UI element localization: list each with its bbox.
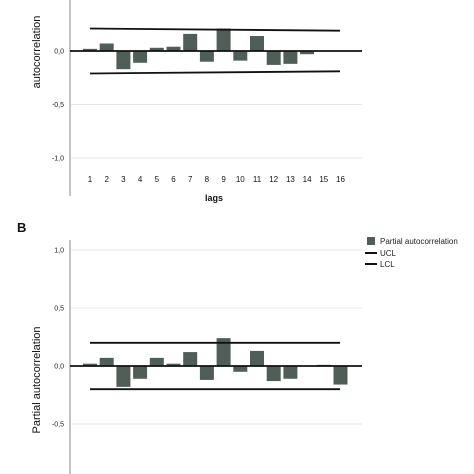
panel-b-bars <box>83 338 348 387</box>
a-bar <box>83 48 97 51</box>
a-xtick-label: 2 <box>104 175 109 184</box>
a-xtick-label: 3 <box>121 175 126 184</box>
b-bar <box>83 363 97 366</box>
b-bar <box>266 366 281 382</box>
a-bar <box>99 43 114 51</box>
a-xtick-label: 4 <box>138 175 143 184</box>
b-ytick-label: 0,0 <box>54 364 64 371</box>
a-ucl-line <box>89 27 341 32</box>
panel-b-yticks: 1,0 0,5 0,0 -0,5 <box>52 248 64 429</box>
a-xtick-label: 9 <box>221 175 226 184</box>
a-xtick-label: 16 <box>336 175 345 184</box>
a-xtick-label: 11 <box>253 175 262 184</box>
b-ytick-label: 1,0 <box>54 248 64 255</box>
a-xtick-label: 10 <box>236 175 245 184</box>
a-bar <box>266 51 281 65</box>
a-bar <box>283 51 298 64</box>
legend-label-partial: Partial autocorrelation <box>380 237 458 246</box>
panel-a: autocorrelation 0,0-0,5-1,0 1 2 3 4 5 6 7 8 9 10 1… <box>31 0 362 203</box>
panel-b-gridlines <box>70 249 362 425</box>
legend-label-ucl: UCL <box>380 249 397 258</box>
a-ytick-label: -1,0 <box>52 156 64 163</box>
b-bar <box>166 363 181 366</box>
panel-a-yticks: 0,0 -0,5 -1,0 <box>52 49 64 163</box>
b-bar <box>116 366 131 387</box>
a-bar <box>233 51 248 61</box>
b-bar <box>283 366 298 379</box>
a-bar <box>133 51 148 63</box>
a-bar <box>183 33 198 51</box>
a-xtick-label: 15 <box>319 175 328 184</box>
b-ytick-label: -0,5 <box>52 422 64 429</box>
a-xtick-label: 12 <box>269 175 278 184</box>
a-xtick-label: 1 <box>88 175 93 184</box>
b-ytick-label: 0,5 <box>54 306 64 313</box>
a-xtick-label: 13 <box>286 175 295 184</box>
b-bar <box>333 366 348 385</box>
a-bar <box>300 51 315 55</box>
panel-a-bars <box>83 28 348 70</box>
b-bar <box>250 350 264 366</box>
panel-a-gridlines <box>70 50 362 159</box>
panel-a-limits <box>70 27 362 75</box>
panel-a-ylabel: autocorrelation <box>31 16 43 89</box>
a-lcl-line <box>89 70 341 75</box>
panel-a-xticks: 1 2 3 4 5 6 7 8 9 10 11 12 13 14 15 16 <box>88 175 346 184</box>
a-bar <box>199 51 214 62</box>
a-ytick-label: -0,5 <box>52 102 64 109</box>
legend-swatch-partial <box>367 237 375 245</box>
a-xtick-label: 5 <box>155 175 160 184</box>
panel-b-ylabel: Partial autocorrelation <box>31 326 43 433</box>
legend-label-lcl: LCL <box>380 260 395 269</box>
b-bar <box>133 366 148 379</box>
a-xtick-label: 14 <box>303 175 312 184</box>
a-bar <box>149 47 164 51</box>
a-xtick-label: 6 <box>171 175 176 184</box>
a-bar <box>250 36 264 51</box>
b-bar <box>99 357 114 366</box>
b-bar <box>183 352 198 366</box>
panel-a-xlabel: lags <box>205 193 223 203</box>
panel-b: B Partial autocorrelation 1,00,50,0-0,5 … <box>17 220 458 474</box>
panel-b-label: B <box>17 220 26 235</box>
a-ytick-label: 0,0 <box>54 49 64 56</box>
b-bar <box>216 338 231 366</box>
a-xtick-label: 8 <box>205 175 210 184</box>
b-bar <box>233 366 248 372</box>
a-bar <box>216 28 231 51</box>
b-bar <box>149 357 164 366</box>
b-bar <box>199 366 214 380</box>
panel-b-limits <box>70 341 362 391</box>
a-bar <box>166 46 181 51</box>
legend: Partial autocorrelation UCL LCL <box>365 237 458 269</box>
a-xtick-label: 7 <box>188 175 193 184</box>
a-bar <box>116 51 131 70</box>
